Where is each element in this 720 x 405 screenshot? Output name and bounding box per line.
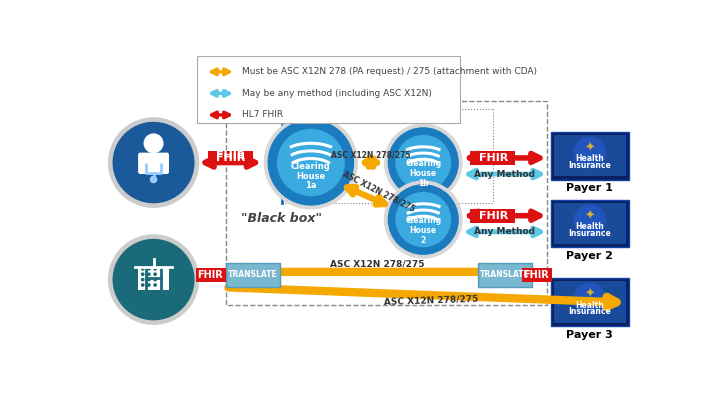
Circle shape [269,120,354,205]
Text: Virtual (within same CH): Virtual (within same CH) [266,95,394,105]
FancyBboxPatch shape [523,268,552,282]
Text: Clearing
House
1b: Clearing House 1b [405,160,441,188]
Text: Payer 1: Payer 1 [567,183,613,193]
Circle shape [113,240,194,320]
Text: Must be ASC X12N 278 (PA request) / 275 (attachment with CDA): Must be ASC X12N 278 (PA request) / 275 … [242,67,537,76]
FancyBboxPatch shape [225,263,280,286]
FancyBboxPatch shape [197,56,460,124]
Circle shape [396,192,451,247]
Text: "Black box": "Black box" [241,211,322,224]
FancyBboxPatch shape [554,135,626,177]
Circle shape [150,177,157,183]
Circle shape [154,273,156,275]
Text: FHIR: FHIR [479,153,508,163]
FancyBboxPatch shape [554,281,626,323]
Text: ASC X12N 278/275: ASC X12N 278/275 [341,169,417,213]
Circle shape [154,284,156,286]
Circle shape [154,279,156,281]
Text: FHIR: FHIR [197,270,223,280]
FancyBboxPatch shape [208,151,253,165]
Circle shape [575,137,606,168]
Circle shape [142,273,144,275]
Circle shape [109,235,199,324]
Circle shape [142,268,144,270]
Text: FHIR: FHIR [216,153,245,163]
Text: TRANSLATE: TRANSLATE [228,271,278,279]
FancyBboxPatch shape [554,202,626,244]
Circle shape [264,116,357,209]
Circle shape [113,123,194,202]
FancyBboxPatch shape [469,151,515,165]
Circle shape [148,279,150,281]
Text: Insurance: Insurance [569,229,611,238]
Circle shape [148,268,150,270]
Text: ✦: ✦ [585,288,595,301]
Circle shape [142,284,144,286]
Text: ASC X12N 278/275: ASC X12N 278/275 [330,150,410,159]
Circle shape [388,185,458,254]
Circle shape [109,118,199,207]
Text: Any Method: Any Method [474,227,535,237]
Text: ✦: ✦ [585,141,595,154]
Text: Health: Health [575,222,604,231]
Text: Any Method: Any Method [474,170,535,179]
FancyBboxPatch shape [481,266,534,288]
Text: FHIR: FHIR [479,211,508,221]
Text: Payer 2: Payer 2 [567,251,613,261]
FancyBboxPatch shape [477,263,532,286]
FancyBboxPatch shape [551,278,629,326]
Text: ASC X12N 278/275: ASC X12N 278/275 [384,294,478,307]
Text: ASC X12N 278/275: ASC X12N 278/275 [330,260,424,269]
Circle shape [148,284,150,286]
Circle shape [148,273,150,275]
Circle shape [278,130,344,196]
Circle shape [384,124,462,201]
Circle shape [575,284,606,314]
Text: TRANSLATE: TRANSLATE [480,271,529,279]
Circle shape [575,205,606,236]
FancyBboxPatch shape [551,132,629,179]
Text: Clearing
House
1a: Clearing House 1a [291,162,330,190]
Circle shape [396,136,451,190]
Text: HL7 FHIR: HL7 FHIR [242,111,284,119]
Text: Payer 3: Payer 3 [567,330,613,340]
FancyBboxPatch shape [139,153,168,173]
Text: Health: Health [575,301,604,309]
Text: Insurance: Insurance [569,161,611,170]
FancyBboxPatch shape [196,268,225,282]
Text: Clearing
House
2: Clearing House 2 [405,216,441,245]
FancyBboxPatch shape [229,266,282,288]
Circle shape [142,279,144,281]
Text: Health: Health [575,154,604,163]
Text: ✦: ✦ [585,209,595,222]
FancyBboxPatch shape [551,200,629,247]
FancyBboxPatch shape [138,266,169,290]
Circle shape [384,181,462,258]
Circle shape [388,128,458,197]
Circle shape [154,268,156,270]
Text: FHIR: FHIR [216,151,245,162]
Text: May be any method (including ASC X12N): May be any method (including ASC X12N) [242,89,432,98]
Text: FHIR: FHIR [523,270,549,280]
Text: Insurance: Insurance [569,307,611,316]
FancyBboxPatch shape [469,209,515,223]
Circle shape [144,134,163,153]
